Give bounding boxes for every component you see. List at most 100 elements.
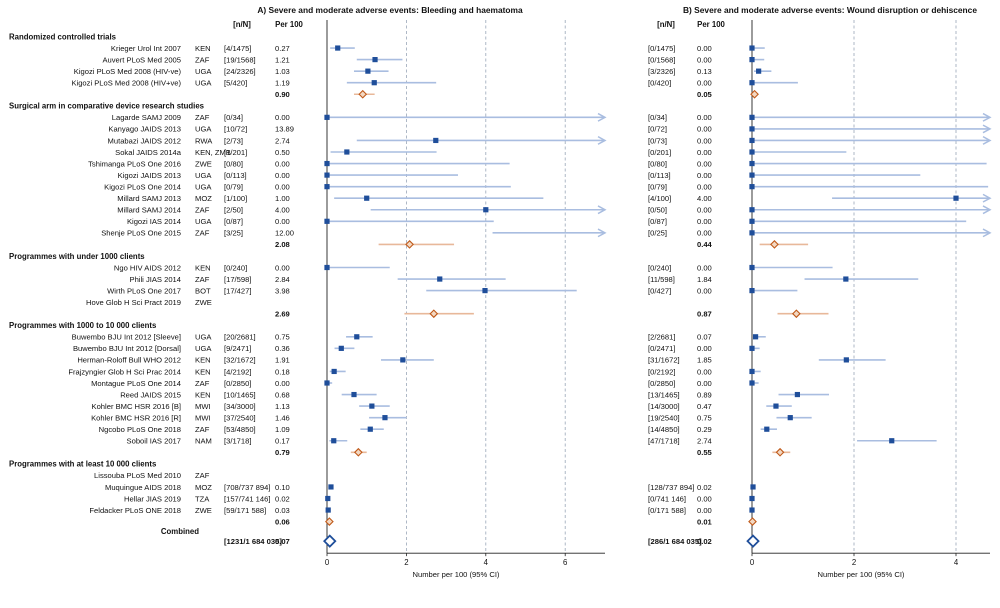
rate-value: 0.00	[697, 182, 712, 191]
point-estimate	[749, 149, 755, 155]
study-label: Buwembo BJU Int 2012 [Sleeve]	[72, 333, 181, 342]
pooled-diamond	[748, 517, 757, 526]
rate-value: 0.00	[275, 159, 290, 168]
point-estimate	[843, 357, 849, 363]
point-estimate	[365, 68, 371, 74]
study-label: Sokal JAIDS 2014a	[115, 148, 182, 157]
country-code: UGA	[195, 217, 212, 226]
country-code: ZAF	[195, 113, 210, 122]
n-value: [0/34]	[648, 113, 667, 122]
ci-arrow	[982, 193, 992, 203]
group-header: Randomized controlled trials	[9, 32, 117, 41]
rate-value: 0.00	[697, 125, 712, 134]
study-label: Mutabazi JAIDS 2012	[108, 136, 181, 145]
country-code: MOZ	[195, 483, 212, 492]
point-estimate	[749, 137, 755, 144]
country-code: KEN	[195, 390, 211, 399]
rate-value: 0.07	[275, 537, 290, 546]
n-value: [0/1568]	[648, 55, 675, 64]
panel-title: A) Severe and moderate adverse events: B…	[257, 5, 523, 15]
pooled-diamond	[429, 309, 439, 319]
n-value: [0/79]	[224, 182, 243, 191]
n-value: [2/73]	[224, 136, 243, 145]
country-code: ZAF	[195, 229, 210, 238]
n-value: [10/72]	[224, 125, 247, 134]
point-estimate	[437, 276, 443, 282]
rate-value: 0.47	[697, 402, 712, 411]
rate-value: 0.68	[275, 390, 290, 399]
study-label: Lagarde SAMJ 2009	[112, 113, 181, 122]
rate-value: 0.01	[697, 517, 713, 526]
n-header: [n/N]	[657, 20, 675, 29]
point-estimate	[953, 195, 959, 201]
point-estimate	[344, 149, 350, 155]
point-estimate	[324, 184, 330, 190]
rate-value: 1.13	[275, 402, 290, 411]
rate-value: 2.74	[275, 136, 290, 145]
rate-value: 0.29	[697, 425, 712, 434]
point-estimate	[324, 264, 330, 271]
combined-diamond	[746, 534, 760, 548]
country-code: UGA	[195, 79, 212, 88]
country-code: ZAF	[195, 55, 210, 64]
rate-value: 1.03	[275, 67, 290, 76]
n-value: [17/598]	[224, 275, 251, 284]
point-estimate	[787, 415, 793, 421]
point-estimate	[325, 495, 331, 502]
x-tick-label: 6	[563, 558, 567, 567]
country-code: BOT	[195, 286, 211, 295]
rate-value: 0.00	[697, 136, 712, 145]
rate-value: 0.02	[697, 483, 712, 492]
n-value: [1/100]	[224, 194, 247, 203]
rate-value: 1.84	[697, 275, 712, 284]
rate-value: 0.00	[275, 171, 290, 180]
ci-arrow	[597, 112, 607, 122]
study-label: Kigozi PLoS Med 2008 (HIV+ve)	[71, 79, 181, 88]
point-estimate	[749, 368, 755, 375]
country-code: RWA	[195, 136, 213, 145]
rate-value: 0.18	[275, 367, 290, 376]
rate-value: 0.00	[697, 344, 712, 353]
point-estimate	[749, 160, 755, 167]
n-value: [4/1475]	[224, 44, 251, 53]
rate-value: 0.00	[697, 217, 712, 226]
n-value: [34/3000]	[224, 402, 256, 411]
study-label: Kigozi JAIDS 2013	[118, 171, 181, 180]
n-value: [3/1718]	[224, 437, 251, 446]
rate-value: 0.02	[697, 537, 712, 546]
study-label: Hove Glob H Sci Pract 2019	[86, 298, 181, 307]
x-tick-label: 4	[484, 558, 489, 567]
n-value: [0/79]	[648, 182, 667, 191]
rate-value: 3.98	[275, 286, 290, 295]
x-tick-label: 0	[325, 558, 330, 567]
n-value: [128/737 894]	[648, 483, 694, 492]
rate-value: 0.00	[697, 367, 712, 376]
rate-value: 2.69	[275, 310, 290, 319]
n-value: [10/1465]	[224, 390, 256, 399]
rate-value: 0.00	[697, 55, 712, 64]
n-value: [0/2471]	[648, 344, 675, 353]
rate-value: 13.89	[275, 125, 294, 134]
rate-value: 0.00	[697, 79, 712, 88]
plot-area	[751, 20, 990, 557]
pooled-diamond	[405, 240, 414, 249]
study-label: Muquingue AIDS 2018	[105, 483, 181, 492]
panel-title: B) Severe and moderate adverse events: W…	[683, 5, 977, 15]
group-header: Programmes with at least 10 000 clients	[9, 460, 157, 469]
rate-value: 4.00	[275, 206, 290, 215]
n-value: [0/201]	[648, 148, 671, 157]
rate-value: 4.00	[697, 194, 712, 203]
study-label: Auvert PLoS Med 2005	[102, 55, 181, 64]
n-value: [0/113]	[648, 171, 671, 180]
n-value: [59/171 588]	[224, 506, 266, 515]
point-estimate	[324, 218, 330, 224]
country-code: UGA	[195, 171, 212, 180]
rate-value: 1.91	[275, 356, 290, 365]
ci-arrow	[597, 135, 607, 145]
n-value: [47/1718]	[648, 437, 680, 446]
country-code: MOZ	[195, 194, 212, 203]
study-label: Buwembo BJU Int 2012 [Dorsal]	[73, 344, 181, 353]
point-estimate	[338, 345, 344, 351]
country-code: ZAF	[195, 425, 210, 434]
point-estimate	[750, 484, 756, 490]
